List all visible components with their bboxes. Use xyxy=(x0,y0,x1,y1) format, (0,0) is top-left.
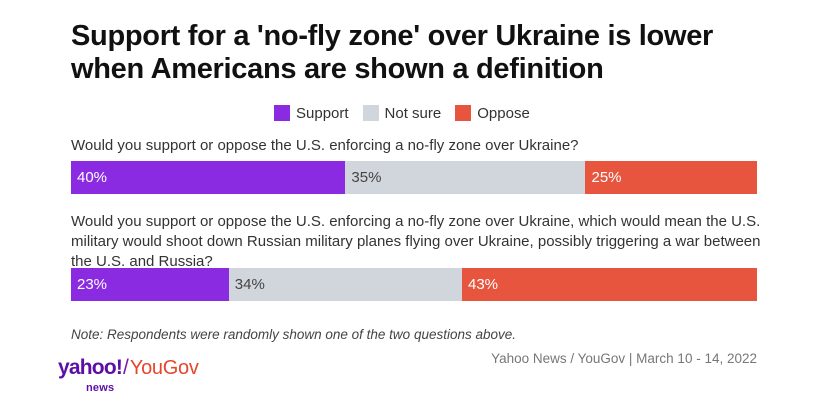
bar-segment-support-q1: 40% xyxy=(71,161,346,194)
data-label-not-sure-q1: 35% xyxy=(351,169,382,186)
yougov-logo: YouGov xyxy=(129,357,199,379)
bar-segment-not-sure-q2: 34% xyxy=(228,268,462,301)
bar-segment-oppose-q2: 43% xyxy=(462,268,757,301)
logo-news-text: news xyxy=(86,382,115,394)
legend-item-oppose: Oppose xyxy=(455,105,530,122)
legend-label-not-sure: Not sure xyxy=(384,104,442,122)
legend-swatch-support xyxy=(274,105,290,121)
stacked-bar-question-1: 40% 35% 25% xyxy=(71,161,757,194)
data-label-oppose-q2: 43% xyxy=(468,276,499,293)
data-label-support-q2: 23% xyxy=(77,276,108,293)
legend-label-support: Support xyxy=(296,104,349,122)
yahoo-news-yougov-logo: yahoo! news / YouGov xyxy=(58,357,199,397)
data-label-not-sure-q2: 34% xyxy=(234,276,265,293)
question-2-label: Would you support or oppose the U.S. enf… xyxy=(71,213,761,270)
yahoo-news-logo: yahoo! news xyxy=(58,356,123,395)
chart-source: Yahoo News / YouGov | March 10 - 14, 202… xyxy=(491,351,757,366)
chart-note: Note: Respondents were randomly shown on… xyxy=(71,327,517,342)
bar-segment-support-q2: 23% xyxy=(71,268,229,301)
stacked-bar-question-2: 23% 34% 43% xyxy=(71,268,757,301)
legend: Support Not sure Oppose xyxy=(274,103,544,123)
logo-slash: / xyxy=(123,356,129,379)
data-label-oppose-q1: 25% xyxy=(591,169,622,186)
legend-item-support: Support xyxy=(274,105,349,122)
bar-segment-oppose-q1: 25% xyxy=(585,161,757,194)
chart-title: Support for a 'no-fly zone' over Ukraine… xyxy=(71,20,714,85)
question-1-label: Would you support or oppose the U.S. enf… xyxy=(71,137,579,154)
legend-swatch-oppose xyxy=(455,105,472,121)
legend-label-oppose: Oppose xyxy=(477,104,530,122)
bar-segment-not-sure-q1: 35% xyxy=(345,161,586,194)
logo-yahoo-text: yahoo! xyxy=(58,356,123,379)
legend-swatch-not-sure xyxy=(362,105,379,121)
legend-item-not-sure: Not sure xyxy=(362,104,442,122)
data-label-support-q1: 40% xyxy=(77,169,108,186)
